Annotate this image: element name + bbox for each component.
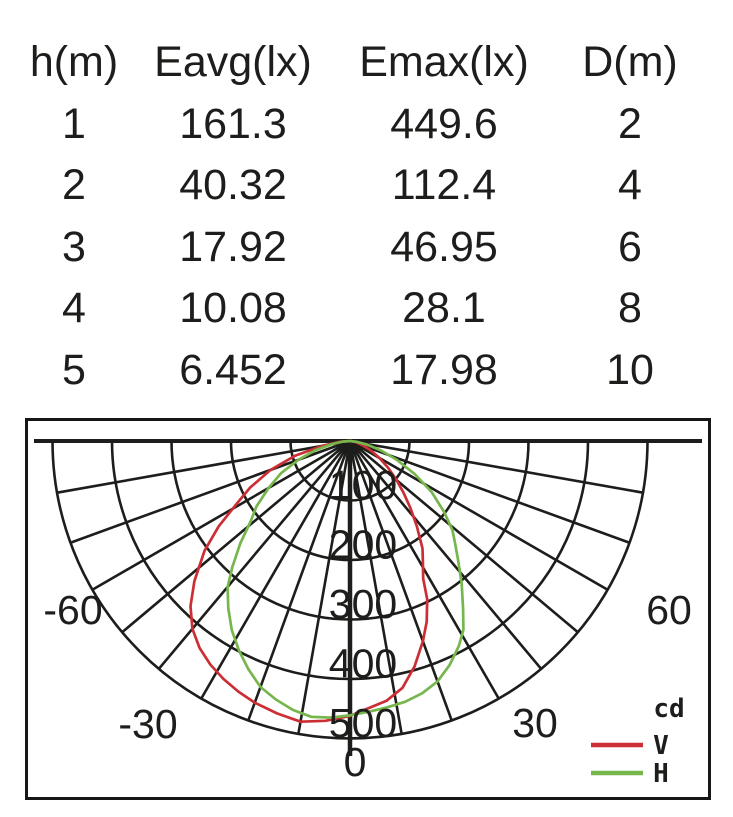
table-cell-r3c0: 4 — [62, 284, 86, 332]
table-cell-r0c1: 161.3 — [179, 99, 287, 148]
radial-label-100: 100 — [329, 462, 397, 508]
legend-label-h: H — [653, 759, 669, 789]
legend-label-v: V — [653, 731, 669, 761]
polar-spoke-80deg — [352, 440, 644, 494]
table-cell-r1c3: 4 — [618, 161, 642, 209]
table-cell-r4c2: 17.98 — [390, 345, 498, 394]
polar-spoke--80deg — [56, 440, 348, 494]
curve-h-plane — [226, 439, 465, 719]
table-cell-r2c2: 46.95 — [390, 222, 498, 271]
radial-label-500: 500 — [329, 700, 397, 746]
illuminance-table: h(m) Eavg(lx) Emax(lx) D(m) 1 161.3 449.6 2 2 40.… — [0, 32, 690, 401]
table-cell-r3c2: 28.1 — [402, 284, 486, 332]
polar-intensity-chart: 100 200 300 400 500 -60 -30 0 30 60 cd VH — [34, 439, 702, 789]
table-cell-r1c2: 112.4 — [391, 161, 497, 209]
table-cell-r1c0: 2 — [62, 161, 86, 209]
polar-spoke--10deg — [297, 443, 351, 735]
table-header-0: h(m) — [29, 38, 119, 86]
table-cell-r0c3: 2 — [618, 99, 642, 148]
polar-spoke--60deg — [91, 441, 349, 591]
polar-spoke--20deg — [247, 443, 351, 722]
polar-spoke-60deg — [351, 441, 609, 591]
polar-spoke-20deg — [349, 443, 453, 722]
table-cell-r3c3: 8 — [618, 284, 642, 332]
table-cell-r1c1: 40.32 — [179, 161, 287, 209]
angle-label--60: -60 — [43, 587, 102, 633]
radial-label-200: 200 — [329, 522, 397, 568]
angle-label-30: 30 — [512, 700, 558, 746]
polar-spoke-50deg — [351, 441, 579, 634]
angle-label--30: -30 — [118, 701, 177, 747]
polar-spoke--30deg — [200, 442, 350, 700]
curve-v-plane — [189, 439, 429, 724]
table-cell-r2c1: 17.92 — [179, 222, 287, 271]
legend-unit-label: cd — [653, 694, 684, 724]
polar-spoke-10deg — [349, 443, 403, 735]
radial-label-400: 400 — [329, 641, 397, 687]
table-cell-r0c0: 1 — [62, 99, 86, 148]
polar-spoke-70deg — [352, 440, 631, 544]
table-cell-r3c1: 10.08 — [179, 284, 287, 332]
angle-label-0: 0 — [344, 739, 367, 785]
polar-spoke-40deg — [350, 442, 543, 670]
table-cell-r2c0: 3 — [62, 222, 86, 271]
table-cell-r4c3: 10 — [606, 345, 654, 394]
table-cell-r2c3: 6 — [618, 222, 642, 271]
table-cell-r4c1: 6.452 — [179, 345, 287, 394]
radial-label-300: 300 — [329, 581, 397, 627]
table-cell-r0c2: 449.6 — [390, 99, 498, 148]
polar-spoke--40deg — [157, 442, 350, 670]
polar-chart-panel: 100 200 300 400 500 -60 -30 0 30 60 cd V H — [25, 418, 711, 800]
table-header-1: Eavg(lx) — [154, 38, 312, 86]
table-header-2: Emax(lx) — [359, 38, 529, 86]
angle-label-60: 60 — [646, 587, 692, 633]
polar-spoke--50deg — [121, 441, 349, 634]
table-header-3: D(m) — [582, 38, 678, 86]
polar-spoke-30deg — [350, 442, 500, 700]
table-cell-r4c0: 5 — [62, 345, 86, 394]
